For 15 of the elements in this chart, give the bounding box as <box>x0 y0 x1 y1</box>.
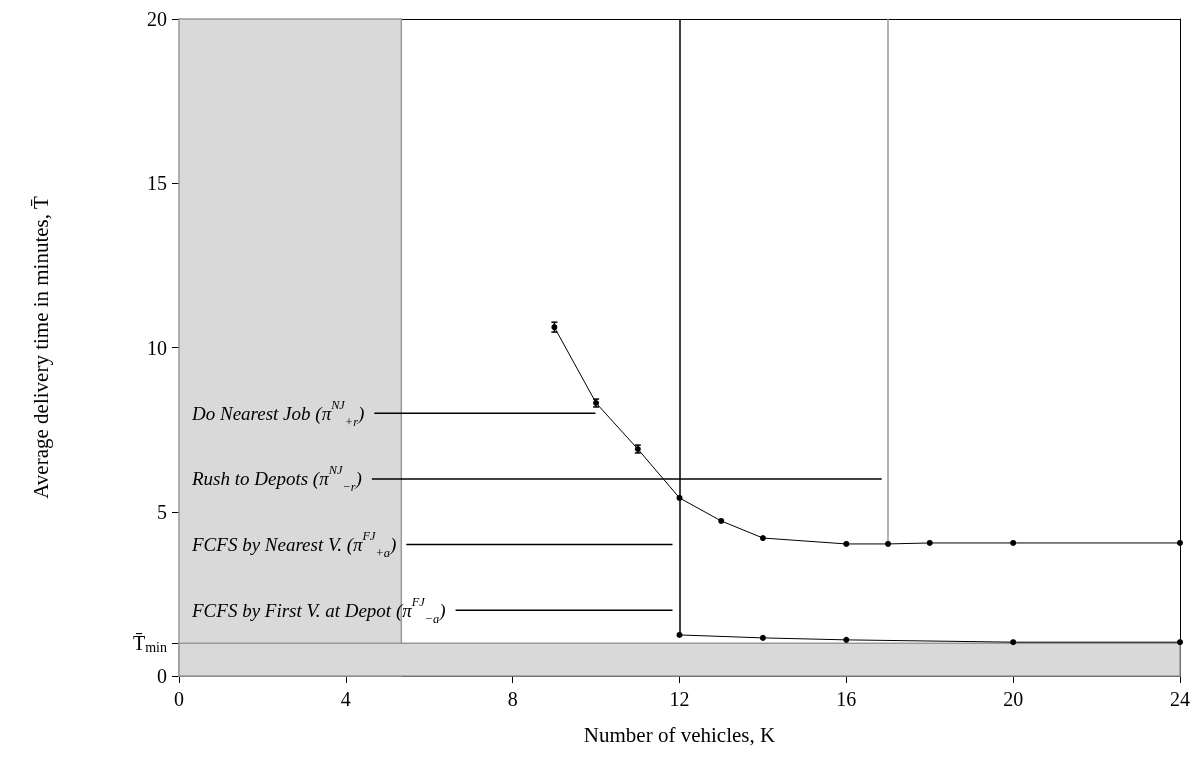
x-tick-label: 16 <box>836 688 857 710</box>
x-tick-label: 24 <box>1170 688 1190 710</box>
x-tick-label: 12 <box>669 688 690 710</box>
x-axis-title: Number of vehicles, K <box>583 722 776 747</box>
y-tick-label: T̄min <box>133 632 167 655</box>
x-tick-label: 20 <box>1003 688 1024 710</box>
y-tick-label: 0 <box>157 665 167 687</box>
y-tick-label: 15 <box>147 172 167 195</box>
y-tick-label: 20 <box>147 8 167 30</box>
y-tick-label: 10 <box>147 336 167 359</box>
x-tick-label: 0 <box>174 688 184 710</box>
x-tick-label: 8 <box>507 688 518 710</box>
y-axis-title: Average delivery time in minutes, T̄ <box>28 196 53 499</box>
x-tick-label: 4 <box>340 688 351 710</box>
y-tick-label: 5 <box>157 500 167 523</box>
